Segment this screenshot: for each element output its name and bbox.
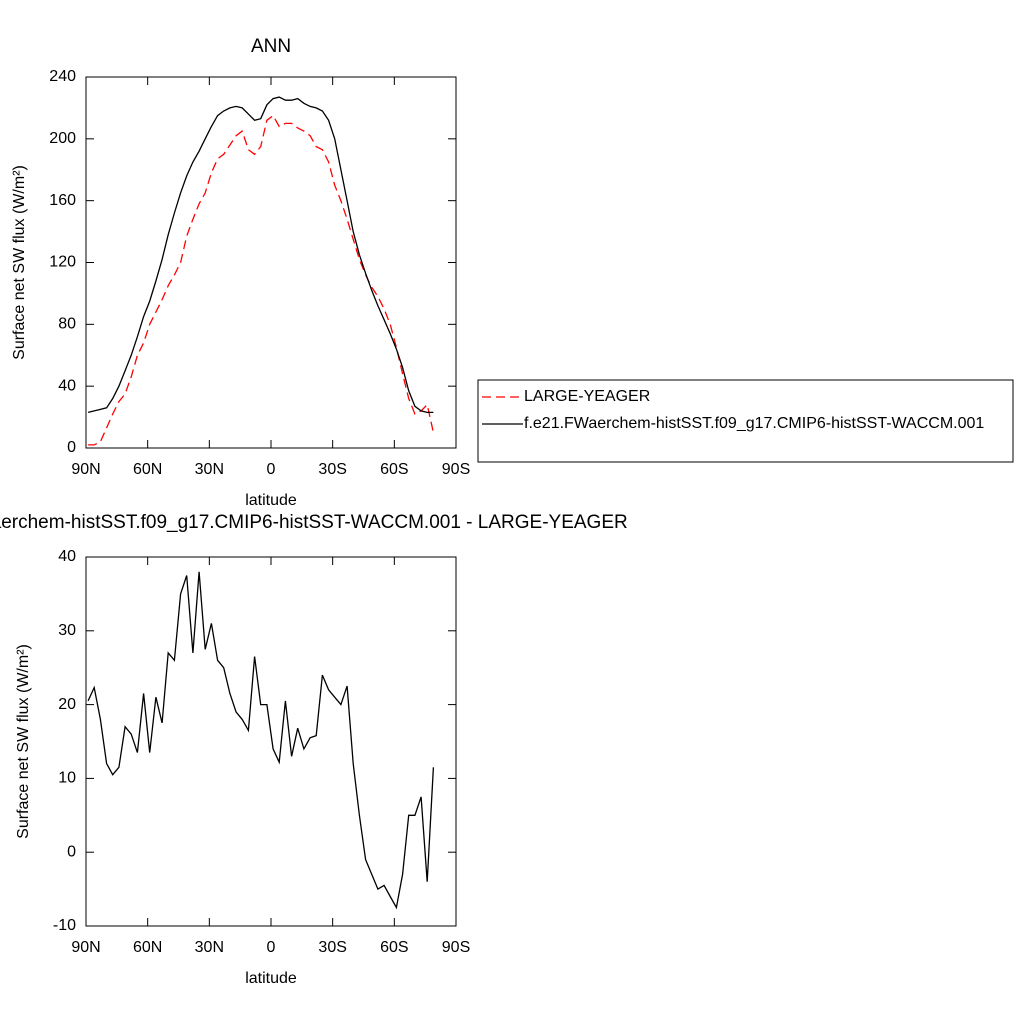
x-tick-label: 90N [71, 461, 100, 478]
legend-label: f.e21.FWaerchem-histSST.f09_g17.CMIP6-hi… [524, 415, 984, 432]
data-line [88, 114, 435, 446]
x-tick-label: 90S [442, 939, 470, 956]
legend-box [477, 379, 1014, 463]
y-tick-label: 30 [58, 622, 76, 639]
y-tick-label: 40 [58, 377, 76, 394]
x-tick-label: 90S [442, 461, 470, 478]
x-tick-label: 30N [195, 461, 224, 478]
y-tick-label: 0 [67, 843, 76, 860]
y-tick-label: 200 [49, 130, 76, 147]
x-tick-label: 0 [267, 461, 276, 478]
x-tick-label: 0 [267, 939, 276, 956]
y-axis-label: Surface net SW flux (W/m²) [15, 644, 32, 839]
x-tick-label: 60N [133, 461, 162, 478]
data-line [87, 96, 434, 414]
y-tick-label: 20 [58, 696, 76, 713]
x-tick-label: 60N [133, 939, 162, 956]
y-tick-label: 120 [49, 254, 76, 271]
data-line [87, 571, 435, 910]
x-tick-label: 60S [380, 939, 408, 956]
x-tick-label: 30S [318, 939, 346, 956]
y-tick-label: 160 [49, 192, 76, 209]
y-tick-label: 10 [58, 770, 76, 787]
y-tick-label: 0 [67, 439, 76, 456]
x-tick-label: 60S [380, 461, 408, 478]
legend-label: LARGE-YEAGER [524, 388, 650, 405]
x-axis-label: latitude [245, 492, 297, 509]
y-tick-label: 240 [49, 68, 76, 85]
chart-title: ANN [251, 36, 291, 57]
x-tick-label: 90N [71, 939, 100, 956]
plot-frame [85, 556, 457, 927]
x-axis-label: latitude [245, 970, 297, 987]
y-tick-label: 80 [58, 316, 76, 333]
y-tick-label: -10 [53, 917, 76, 934]
y-axis-label: Surface net SW flux (W/m²) [11, 165, 28, 360]
y-tick-label: 40 [58, 548, 76, 565]
chart-title: f.e21.FWaerchem-histSST.f09_g17.CMIP6-hi… [0, 512, 628, 533]
x-tick-label: 30S [318, 461, 346, 478]
x-tick-label: 30N [195, 939, 224, 956]
plot-frame [85, 76, 457, 449]
